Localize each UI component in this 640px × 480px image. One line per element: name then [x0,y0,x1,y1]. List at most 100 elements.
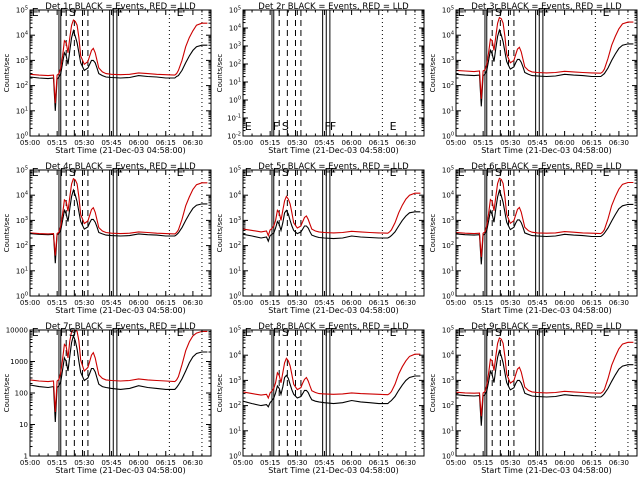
attenuator-flag-label: F [324,326,330,339]
x-tick-label: 05:45 [101,139,121,147]
attenuator-flag-label: E [32,6,39,19]
attenuator-flag-label: F [543,6,549,19]
chart-panel-det6: 100 101 102 103 104 105 05:00 05:15 05:30 05:45 06… [429,162,638,315]
y-tick-label: 102 [442,401,454,410]
attenuator-flag-label: E [32,326,39,339]
attenuator-flag-label: E [390,120,397,133]
attenuator-flag-label: F [60,326,66,339]
attenuator-flag-label: S [495,6,502,19]
x-tick-label: 05:00 [20,139,40,147]
series-line-events [30,334,208,423]
x-tick-label: 06:00 [129,139,149,147]
x-tick-label: 06:15 [156,459,176,467]
x-tick-label: 05:30 [287,139,307,147]
attenuator-flag-label: F [330,120,336,133]
y-tick-label: 100 [16,292,28,301]
x-tick-label: 05:15 [47,459,67,467]
x-axis-label: Start Time (21-Dec-03 04:58:00) [268,466,399,475]
y-tick-label: 103 [229,42,241,51]
attenuator-flag-label: F [324,120,330,133]
x-tick-label: 06:00 [555,299,575,307]
y-tick-label: 104 [16,191,28,200]
x-tick-label: 05:15 [473,299,493,307]
x-tick-label: 05:30 [74,299,94,307]
y-tick-label: 103 [442,56,454,65]
y-axis-label: Counts/sec [3,54,11,93]
y-tick-label: 101 [16,266,28,275]
attenuator-flag-label: F [543,326,549,339]
y-axis-label: Counts/sec [429,214,437,253]
y-tick-label: 105 [229,326,241,335]
series-line-events [243,209,421,243]
attenuator-flag-label: E [458,166,465,179]
x-tick-label: 06:30 [609,459,629,467]
y-tick-label: 103 [229,376,241,385]
x-tick-label: 05:45 [527,299,547,307]
x-tick-label: 06:30 [183,459,203,467]
y-tick-label: 101 [442,426,454,435]
series-line-lld [243,353,421,400]
x-tick-label: 05:00 [20,459,40,467]
x-tick-label: 05:00 [446,459,466,467]
attenuator-flag-label: E [603,166,610,179]
attenuator-flag-label: F [537,166,543,179]
x-tick-label: 05:00 [20,299,40,307]
attenuator-flag-label: F [60,166,66,179]
attenuator-flag-label: S [282,120,289,133]
x-tick-label: 05:15 [260,459,280,467]
attenuator-flag-label: E [177,326,184,339]
chart-panel-det1: 100 101 102 103 104 105 05:00 05:15 05:30 05:45 06… [3,2,212,155]
y-axis-label: Counts/sec [429,54,437,93]
series-line-lld [456,16,634,99]
x-tick-label: 05:15 [47,139,67,147]
x-tick-label: 05:45 [527,139,547,147]
y-tick-label: 105 [229,6,241,15]
x-tick-label: 06:00 [555,459,575,467]
y-tick-label: 101 [442,106,454,115]
y-tick-label: 104 [229,351,241,360]
attenuator-flag-label: F [117,166,123,179]
x-tick-label: 05:00 [233,299,253,307]
y-tick-label: 101 [229,78,241,87]
y-tick-label: 105 [442,6,454,15]
attenuator-flag-label: S [282,326,289,339]
series-line-events [243,374,421,408]
x-tick-label: 05:15 [260,299,280,307]
y-tick-label: 103 [16,56,28,65]
y-tick-label: 10-2 [227,132,241,141]
attenuator-flag-label: E [245,326,252,339]
x-tick-label: 05:00 [446,299,466,307]
attenuator-flag-label: S [495,326,502,339]
attenuator-flag-label: E [32,166,39,179]
attenuator-flag-label: F [111,326,117,339]
y-tick-label: 102 [16,81,28,90]
x-tick-label: 06:15 [156,299,176,307]
x-tick-label: 05:30 [500,299,520,307]
y-axis-label: Counts/sec [429,374,437,413]
y-tick-label: 104 [229,24,241,33]
y-tick-label: 103 [442,216,454,225]
x-tick-label: 05:45 [101,299,121,307]
x-tick-label: 06:15 [369,459,389,467]
series-line-lld [30,177,208,256]
x-axis-label: Start Time (21-Dec-03 04:58:00) [268,306,399,315]
y-tick-label: 102 [16,241,28,250]
series-line-lld [456,177,634,258]
x-tick-label: 05:45 [314,459,334,467]
chart-panel-det8: 100 101 102 103 104 105 05:00 05:15 05:30 05:45 06… [216,322,425,475]
y-tick-label: 100 [442,452,454,461]
x-tick-label: 06:00 [342,299,362,307]
y-tick-label: 105 [442,326,454,335]
x-tick-label: 05:45 [314,299,334,307]
chart-title: Det 6r BLACK = Events, RED = LLD [471,162,622,172]
y-tick-label: 10 [19,421,28,429]
chart-title: Det 5r BLACK = Events, RED = LLD [258,162,409,172]
y-tick-label: 102 [229,401,241,410]
chart-panel-det4: 100 101 102 103 104 105 05:00 05:15 05:30 05:45 06… [3,162,212,315]
y-tick-label: 104 [442,191,454,200]
x-tick-label: 05:15 [47,299,67,307]
y-tick-label: 101 [229,426,241,435]
x-tick-label: 06:15 [582,139,602,147]
attenuator-flag-label: E [458,6,465,19]
x-tick-label: 05:30 [500,139,520,147]
